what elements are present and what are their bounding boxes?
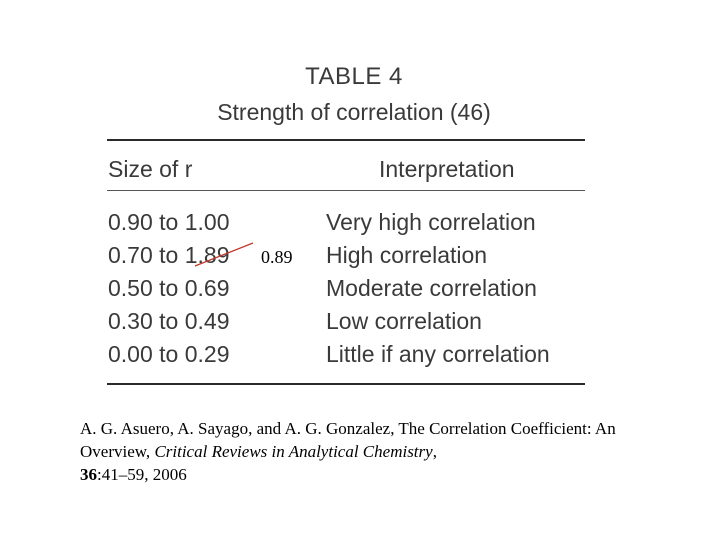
correction-note: 0.89 bbox=[261, 247, 293, 267]
interpretation-cell: Little if any correlation bbox=[326, 341, 550, 367]
citation-volume: 36 bbox=[80, 465, 97, 484]
table-bottom-rule bbox=[107, 383, 585, 385]
table-row: 0.50 to 0.69 Moderate correlation bbox=[108, 272, 588, 305]
citation-authors-title: A. G. Asuero, A. Sayago, and A. G. Gonza… bbox=[80, 419, 616, 461]
table-body: 0.90 to 1.00 Very high correlation 0.70 … bbox=[108, 206, 588, 371]
table-row: 0.30 to 0.49 Low correlation bbox=[108, 305, 588, 338]
table-title: TABLE 4 bbox=[305, 63, 403, 90]
table-row: 0.90 to 1.00 Very high correlation bbox=[108, 206, 588, 239]
table-top-rule bbox=[107, 139, 585, 141]
column-header-size: Size of r bbox=[108, 156, 193, 182]
interpretation-cell: High correlation bbox=[326, 242, 488, 268]
interpretation-cell: Moderate correlation bbox=[326, 275, 537, 301]
strikethrough-mark bbox=[194, 242, 254, 267]
citation-journal: Critical Reviews in Analytical Chemistry bbox=[154, 442, 433, 461]
citation-separator: , bbox=[432, 442, 437, 461]
table-row: 0.00 to 0.29 Little if any correlation bbox=[108, 338, 588, 371]
size-cell: 0.90 to 1.00 bbox=[108, 209, 230, 235]
interpretation-cell: Low correlation bbox=[326, 308, 482, 334]
citation: A. G. Asuero, A. Sayago, and A. G. Gonza… bbox=[80, 417, 680, 486]
citation-pages-year: :41–59, 2006 bbox=[97, 465, 187, 484]
size-cell: 0.30 to 0.49 bbox=[108, 308, 230, 334]
interpretation-cell: Very high correlation bbox=[326, 209, 536, 235]
column-header-interpretation: Interpretation bbox=[379, 156, 515, 182]
table-subtitle: Strength of correlation (46) bbox=[217, 99, 491, 125]
table-row: 0.70 to 1.89 High correlation bbox=[108, 239, 588, 272]
size-cell: 0.70 to 1.89 bbox=[108, 242, 230, 268]
size-cell: 0.00 to 0.29 bbox=[108, 341, 230, 367]
size-cell: 0.50 to 0.69 bbox=[108, 275, 230, 301]
table-header-rule bbox=[107, 190, 585, 191]
